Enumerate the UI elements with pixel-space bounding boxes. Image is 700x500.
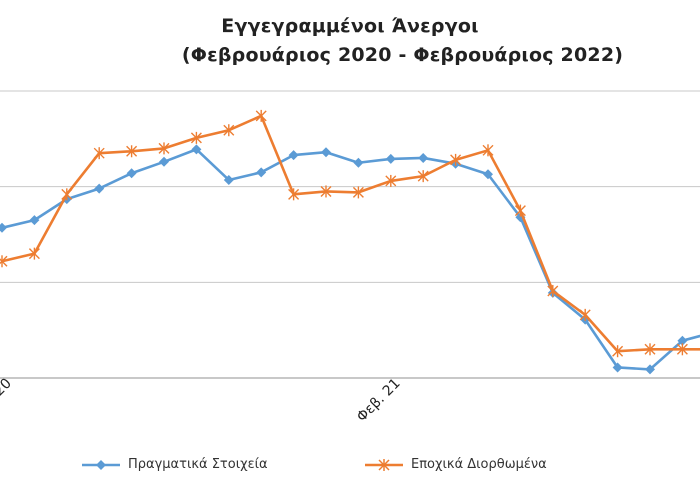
legend: Πραγματικά Στοιχεία Εποχικά Διορθωμένα (0, 457, 700, 481)
data-point (483, 169, 493, 180)
x-tick-label: Φεβ. 21 (354, 376, 404, 426)
data-point (0, 255, 8, 268)
data-point (28, 247, 40, 260)
data-point (126, 168, 137, 179)
data-point (612, 362, 623, 373)
data-point (514, 204, 526, 217)
data-point (385, 174, 397, 187)
data-point (417, 170, 429, 183)
data-point (288, 150, 299, 161)
x-tick-labels: Φεβ. 20 Φεβ. 21 (0, 376, 404, 426)
data-point (579, 308, 591, 321)
legend-swatch-actual (82, 459, 120, 470)
series-line (1, 148, 700, 371)
data-point (159, 156, 169, 167)
data-point (256, 167, 267, 178)
legend-label-actual: Πραγματικά Στοιχεία (128, 457, 268, 472)
data-point (385, 153, 396, 164)
data-point (29, 215, 40, 226)
gridlines (0, 90, 700, 283)
data-point (288, 188, 300, 201)
legend-swatch-seasonal (365, 458, 403, 471)
data-point (126, 145, 138, 158)
data-point (320, 185, 332, 198)
data-point (255, 109, 267, 122)
data-point (450, 153, 462, 166)
data-point (353, 157, 364, 168)
legend-label-seasonal: Εποχικά Διορθωμένα (411, 457, 547, 472)
chart-title: Εγγεγραμμένοι Άνεργοι (Φεβρουάριος 2020 … (0, 12, 700, 70)
data-point (644, 343, 656, 356)
x-tick-label: Φεβ. 20 (0, 376, 15, 426)
data-point (190, 131, 202, 144)
data-point (612, 345, 624, 358)
legend-item-actual: Πραγματικά Στοιχεία (80, 457, 268, 472)
data-point (547, 284, 559, 297)
data-point (482, 144, 494, 157)
data-point (61, 188, 73, 201)
chart-title-line2: (Φεβρουάριος 2020 - Φεβρουάριος 2022) (181, 44, 624, 66)
line-chart: Φεβ. 20 Φεβ. 21 (0, 90, 700, 426)
data-point (93, 147, 105, 160)
data-point (352, 186, 364, 199)
data-point (94, 183, 105, 194)
data-point (191, 144, 202, 155)
data-point (321, 147, 331, 158)
data-point (158, 142, 170, 155)
data-point (677, 335, 688, 346)
series-actual (0, 144, 700, 375)
data-point (676, 343, 688, 356)
series-layer (0, 109, 700, 375)
data-point (645, 364, 655, 375)
data-point (223, 124, 235, 137)
series-seasonal (0, 109, 700, 358)
data-point (418, 152, 429, 163)
data-point (0, 222, 7, 233)
data-point (223, 174, 234, 185)
chart-title-line1: Εγγεγραμμένοι Άνεργοι (221, 15, 479, 37)
series-line (1, 114, 700, 353)
legend-item-seasonal: Εποχικά Διορθωμένα (363, 457, 547, 472)
